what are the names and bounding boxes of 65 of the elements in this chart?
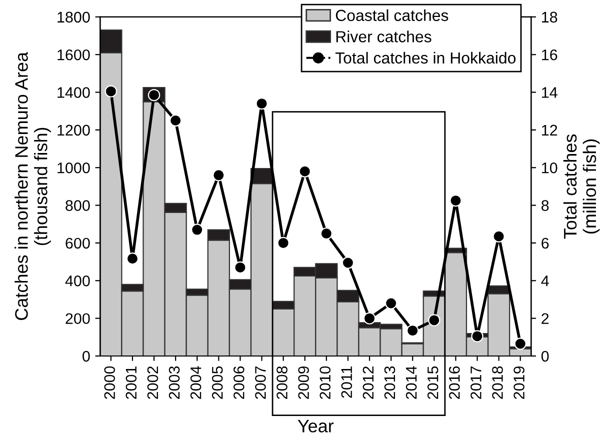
point xyxy=(191,224,204,236)
point xyxy=(450,194,462,207)
y-tick-label: 0 xyxy=(82,350,90,362)
point xyxy=(384,297,398,310)
point xyxy=(320,227,333,240)
legend-label: Coastal catches xyxy=(336,9,448,22)
y2-axis-title: Total catches (million fish) xyxy=(563,134,600,239)
y-tick-label: 1400 xyxy=(58,87,90,98)
point xyxy=(342,256,354,269)
x-tick-label: 2018 xyxy=(492,366,503,399)
x-tick-label: 2013 xyxy=(384,366,396,399)
y2-tick-label: 8 xyxy=(542,200,549,211)
point xyxy=(212,169,225,182)
x-tick-label: 2010 xyxy=(320,366,331,399)
y2-tick-label: 0 xyxy=(541,350,549,362)
point xyxy=(104,85,118,98)
x-tick-label: 2009 xyxy=(298,366,309,399)
point xyxy=(363,312,376,324)
y-tick-label: 600 xyxy=(66,238,90,249)
point xyxy=(277,236,290,250)
y-tick-label: 800 xyxy=(66,200,90,211)
y-tick-label: 1000 xyxy=(58,162,90,174)
x-tick-label: 2004 xyxy=(190,366,202,399)
x-tick-label: 2006 xyxy=(234,366,244,399)
y-tick-label: 1200 xyxy=(58,124,90,136)
point xyxy=(428,314,440,326)
x-tick-label: 2016 xyxy=(448,366,460,399)
y-tick-label: 1600 xyxy=(58,49,90,60)
x-tick-label: 2019 xyxy=(514,366,524,399)
x-tick-label: 2000 xyxy=(104,366,116,399)
y2-tick-label: 4 xyxy=(541,276,549,286)
point xyxy=(169,114,182,127)
y-tick-label: 1800 xyxy=(58,12,90,23)
y-tick-label: 400 xyxy=(65,276,90,286)
y-axis-title: Catches in northern Nemuro Area (thousand fish) xyxy=(14,52,51,320)
legend-label: Total catches in Hokkaido xyxy=(335,52,516,64)
y2-tick-label: 16 xyxy=(542,49,558,60)
point xyxy=(406,324,419,337)
x-tick-label: 2007 xyxy=(255,366,266,399)
point xyxy=(514,338,526,350)
x-tick-label: 2014 xyxy=(406,366,417,399)
point xyxy=(298,165,311,178)
x-tick-label: 2015 xyxy=(427,366,438,399)
y2-tick-label: 6 xyxy=(542,238,549,249)
x-tick-label: 2008 xyxy=(276,366,288,399)
legend-label: River catches xyxy=(336,30,432,42)
x-axis-title: Year xyxy=(298,420,334,432)
y2-tick-label: 12 xyxy=(542,124,558,136)
x-tick-label: 2012 xyxy=(362,366,374,399)
point xyxy=(234,261,246,274)
point xyxy=(471,330,484,342)
point xyxy=(256,97,268,110)
y2-tick-label: 14 xyxy=(542,87,558,98)
point xyxy=(492,230,505,242)
x-tick-label: 2001 xyxy=(126,366,137,399)
x-tick-label: 2002 xyxy=(147,366,158,399)
y2-tick-label: 10 xyxy=(542,162,558,174)
y2-tick-label: 18 xyxy=(542,12,558,23)
x-tick-label: 2011 xyxy=(341,366,352,398)
x-tick-label: 2005 xyxy=(212,366,223,399)
point xyxy=(126,252,139,265)
x-tick-label: 2003 xyxy=(168,366,180,399)
x-tick-label: 2017 xyxy=(470,366,482,399)
y-tick-label: 200 xyxy=(66,313,90,324)
y2-tick-label: 2 xyxy=(542,313,549,324)
